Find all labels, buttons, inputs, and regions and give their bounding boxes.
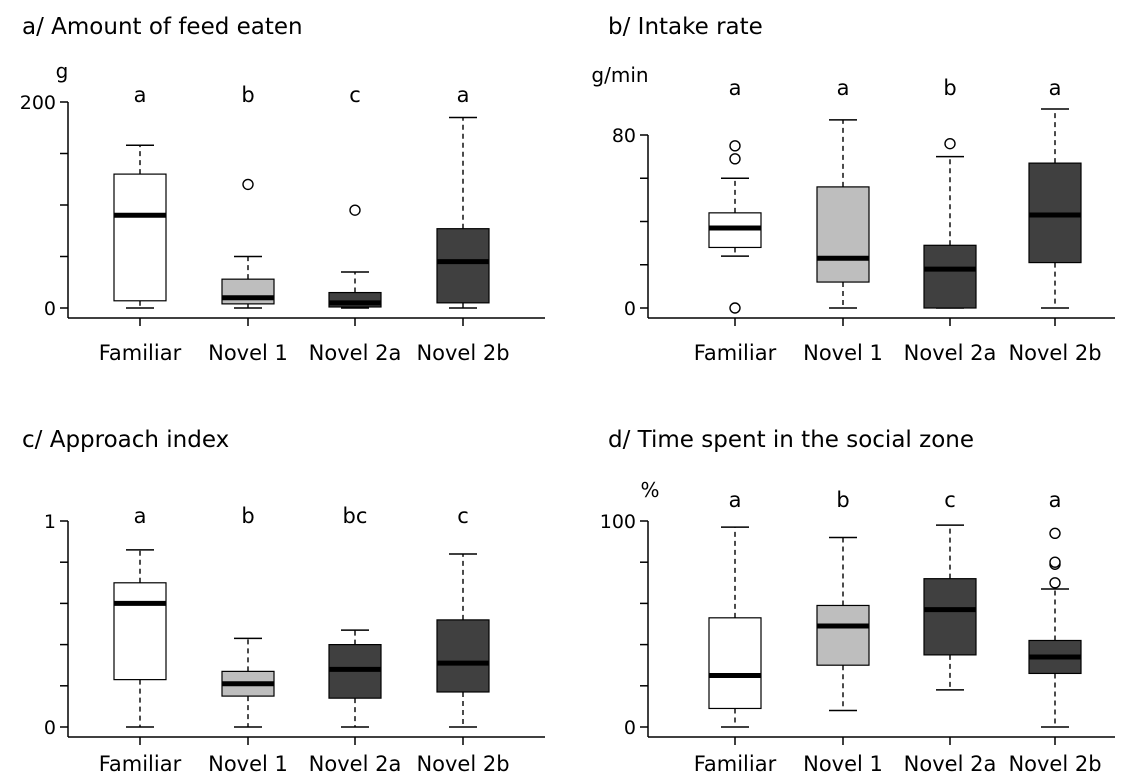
panel-c-chart: 0 1 Familiar a Novel 1 b Novel 2a bc Novel 2b c: [44, 504, 545, 776]
box: [708, 617, 762, 710]
significance-letter: b: [836, 488, 849, 512]
panel-d-title: d/ Time spent in the social zone: [608, 427, 974, 453]
panel-a-title: a/ Amount of feed eaten: [22, 14, 303, 40]
panel-b-title: b/ Intake rate: [608, 14, 763, 40]
box: [436, 619, 490, 693]
x-tick-label: Novel 1: [803, 752, 883, 776]
outlier-point: [729, 153, 741, 165]
x-tick-label: Novel 2b: [416, 752, 509, 776]
box: [113, 173, 167, 302]
x-tick-label: Novel 1: [803, 341, 883, 365]
x-tick-label: Novel 2b: [416, 341, 509, 365]
outlier-point: [1049, 577, 1061, 589]
y-tick-label: 80: [612, 125, 636, 147]
y-axis-label: g/min: [591, 63, 648, 87]
box: [436, 228, 490, 304]
x-tick-label: Familiar: [694, 341, 777, 365]
significance-letter: a: [134, 83, 147, 107]
significance-letter: c: [349, 83, 361, 107]
panel-c-title: c/ Approach index: [22, 427, 230, 453]
y-tick-label: 0: [44, 298, 56, 320]
significance-letter: b: [241, 504, 254, 528]
x-tick-label: Novel 2a: [309, 752, 402, 776]
y-tick-label: 1: [44, 511, 56, 533]
x-tick-label: Familiar: [694, 752, 777, 776]
x-tick-label: Novel 2b: [1008, 341, 1101, 365]
outlier-point: [729, 140, 741, 152]
panel-a: a/ Amount of feed eaten 0 200 g Familiar a No…: [0, 0, 560, 385]
panel-b-chart: 0 80 g/min Familiar a Novel 1 a Novel 2a b Novel …: [591, 63, 1115, 365]
panel-c: c/ Approach index 0 1 Familiar a Novel 1 b Nov…: [0, 415, 560, 780]
significance-letter: b: [943, 76, 956, 100]
box: [816, 604, 870, 666]
box: [923, 578, 977, 656]
significance-letter: a: [729, 488, 742, 512]
outlier-point: [349, 204, 361, 216]
x-tick-label: Novel 1: [208, 752, 288, 776]
y-tick-label: 100: [600, 511, 636, 533]
outlier-point: [242, 178, 254, 191]
panel-d: d/ Time spent in the social zone 0 100% Fa…: [560, 415, 1123, 780]
significance-letter: a: [837, 76, 850, 100]
x-tick-label: Novel 1: [208, 341, 288, 365]
significance-letter: a: [1049, 76, 1062, 100]
y-axis-label: g: [56, 59, 69, 83]
box: [816, 186, 870, 283]
x-tick-label: Novel 2a: [904, 341, 997, 365]
significance-letter: a: [1049, 488, 1062, 512]
significance-letter: b: [241, 83, 254, 107]
box: [923, 244, 977, 309]
panel-d-chart: 0 100% Familiar a Novel 1 b Novel 2a c Novel 2b a: [600, 478, 1115, 776]
significance-letter: c: [457, 504, 469, 528]
y-axis-label: %: [640, 478, 659, 502]
y-tick-label: 200: [20, 92, 56, 114]
x-tick-label: Familiar: [99, 752, 182, 776]
significance-letter: a: [729, 76, 742, 100]
y-tick-label: 0: [624, 298, 636, 320]
x-tick-label: Novel 2a: [309, 341, 402, 365]
y-tick-label: 0: [44, 717, 56, 739]
outlier-point: [1049, 556, 1061, 568]
panel-b: b/ Intake rate 0 80 g/min Familiar a Novel 1 a…: [560, 0, 1123, 385]
x-tick-label: Novel 2a: [904, 752, 997, 776]
outlier-point: [1049, 527, 1061, 540]
outlier-point: [944, 137, 956, 150]
significance-letter: a: [134, 504, 147, 528]
y-tick-label: 0: [624, 717, 636, 739]
outlier-point: [729, 302, 741, 314]
x-tick-label: Familiar: [99, 341, 182, 365]
significance-letter: a: [457, 83, 470, 107]
significance-letter: c: [944, 488, 956, 512]
box: [113, 582, 167, 681]
x-tick-label: Novel 2b: [1008, 752, 1101, 776]
significance-letter: bc: [343, 504, 368, 528]
